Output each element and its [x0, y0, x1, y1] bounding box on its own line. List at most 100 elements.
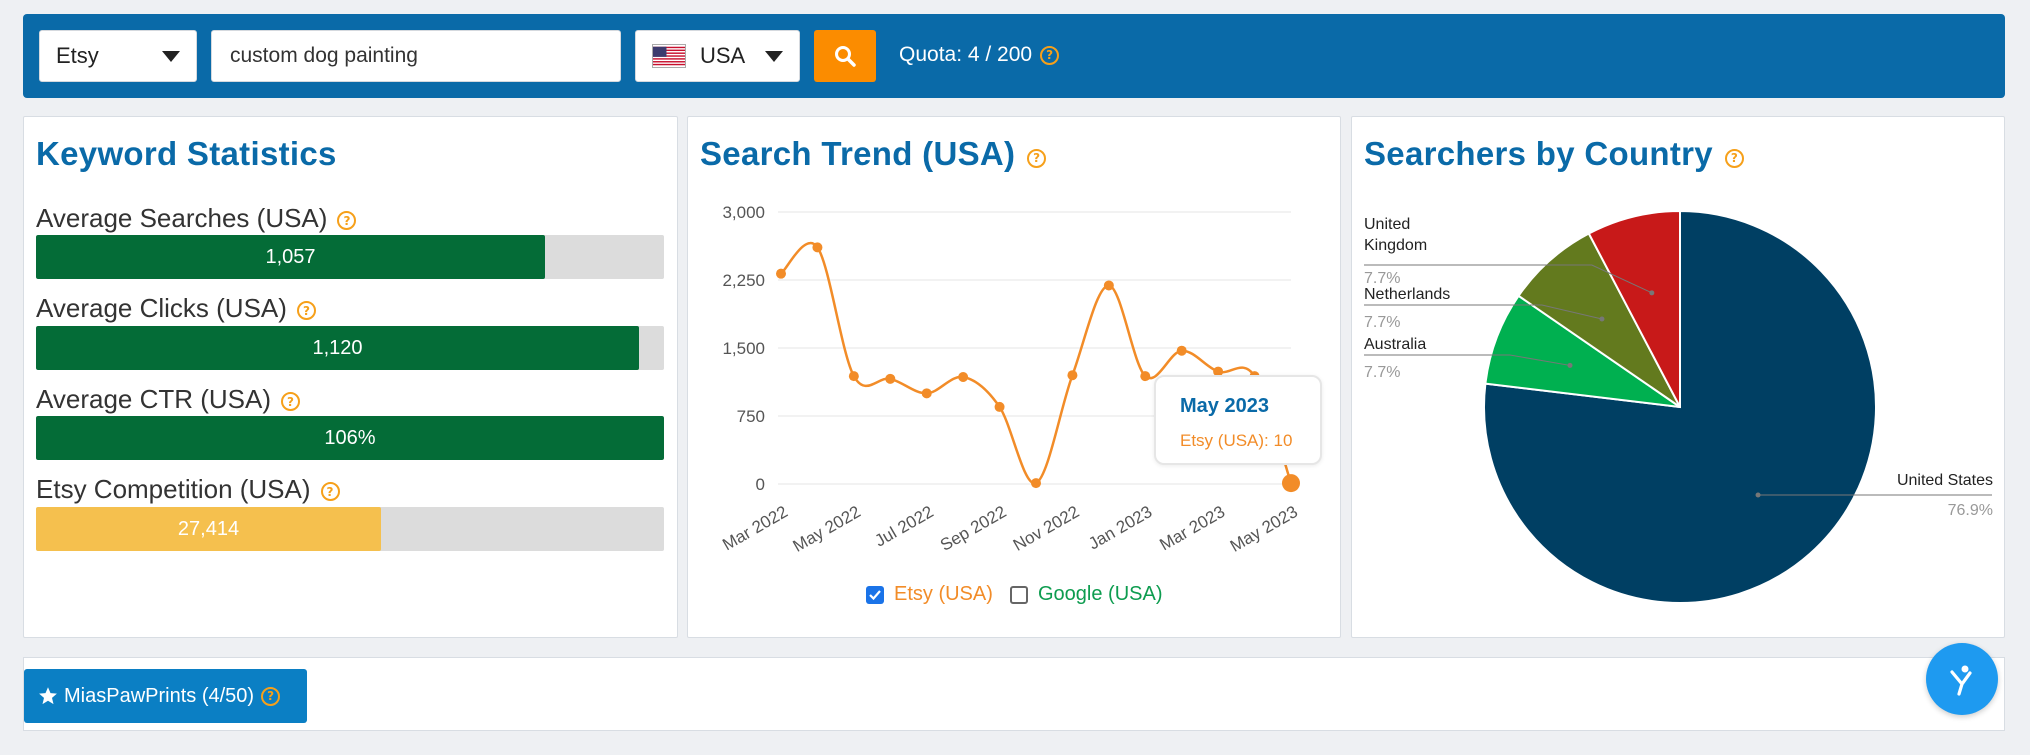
slice-label: United States: [1897, 472, 1993, 489]
slice-label: Netherlands: [1364, 286, 1450, 303]
keyword-search-input[interactable]: [211, 30, 621, 82]
shops-bar: MiasPawPrints (4/50) ?: [23, 657, 2005, 731]
series-line: [780, 242, 1293, 485]
average-clicks-bar: 1,120: [36, 326, 664, 370]
data-point: [1176, 345, 1187, 356]
platform-select-value: Etsy: [56, 43, 99, 68]
help-icon[interactable]: ?: [1724, 148, 1744, 168]
x-tick-label: Mar 2022: [719, 502, 791, 554]
panel-title-text: Searchers by Country: [1364, 135, 1713, 172]
pie-slice: [1587, 209, 1681, 408]
legend-item-google[interactable]: Google (USA): [1010, 583, 1163, 606]
average-clicks-label: Average Clicks (USA) ?: [36, 293, 316, 324]
shop-button-label: MiasPawPrints (4/50): [64, 684, 255, 707]
search-icon: [835, 46, 856, 67]
platform-select[interactable]: Etsy: [39, 30, 197, 82]
checkbox-unchecked-icon[interactable]: [1010, 585, 1028, 604]
legend-label: Etsy (USA): [894, 583, 993, 605]
tooltip-value: Etsy (USA): 10: [1180, 431, 1293, 450]
help-icon[interactable]: ?: [1027, 148, 1047, 168]
slice-label: United Kingdom: [1364, 216, 1427, 254]
average-ctr-label: Average CTR (USA) ?: [36, 384, 301, 415]
panel-title-text: Keyword Statistics: [36, 135, 337, 172]
searchers-by-country-panel: Searchers by Country ? United States 76.9…: [1351, 116, 2005, 638]
highlighted-point: [1282, 474, 1300, 493]
data-point: [776, 268, 786, 279]
chat-widget-button[interactable]: [1926, 643, 1998, 715]
stat-label-text: Average CTR (USA): [36, 384, 272, 414]
us-flag-icon: [652, 44, 686, 68]
slice-value: 76.9%: [1948, 502, 1993, 519]
chevron-down-icon: [162, 51, 180, 62]
chat-logo-icon: [1950, 665, 1972, 696]
etsy-competition-bar: 27,414: [36, 507, 664, 551]
search-bar: Etsy USA Quota: 4 / 200 ?: [23, 14, 2005, 98]
data-point: [1031, 478, 1041, 489]
label-leader-dot: [1567, 362, 1573, 368]
tooltip-title: May 2023: [1180, 395, 1269, 417]
quota-indicator: Quota: 4 / 200 ?: [899, 43, 1060, 67]
label-leader-dot: [1599, 316, 1605, 322]
bar-fill: [36, 416, 664, 460]
stat-label-text: Etsy Competition (USA): [36, 474, 311, 504]
etsy-competition-label: Etsy Competition (USA) ?: [36, 474, 340, 505]
help-icon[interactable]: ?: [296, 301, 316, 320]
country-pie-chart: United States76.9%Australia7.7%Netherlan…: [1364, 209, 1993, 604]
data-point: [921, 388, 932, 399]
x-tick-label: Sep 2022: [937, 502, 1010, 555]
average-searches-label: Average Searches (USA) ?: [36, 203, 357, 234]
y-tick-label: 750: [737, 407, 765, 426]
search-button[interactable]: [814, 30, 876, 82]
label-leader-dot: [1755, 492, 1761, 498]
y-tick-label: 3,000: [722, 203, 765, 222]
help-icon[interactable]: ?: [1040, 45, 1060, 65]
keyword-statistics-title: Keyword Statistics: [36, 135, 337, 173]
y-tick-label: 1,500: [722, 339, 765, 358]
etsy-competition-value: 27,414: [177, 518, 240, 540]
pie-slice: [1483, 209, 1877, 604]
x-tick-label: May 2022: [790, 502, 864, 556]
average-searches-bar: 1,057: [36, 235, 664, 279]
search-trend-title: Search Trend (USA) ?: [700, 135, 1047, 173]
help-icon[interactable]: ?: [261, 686, 281, 706]
stat-label-text: Average Searches (USA): [36, 203, 328, 233]
y-tick-label: 0: [756, 475, 765, 494]
star-icon: [39, 687, 57, 705]
stat-label-text: Average Clicks (USA): [36, 293, 287, 323]
data-point: [848, 371, 859, 382]
label-leader-dot: [1649, 290, 1655, 296]
bar-fill: [36, 326, 639, 370]
x-tick-label: Jul 2022: [872, 502, 937, 551]
slice-value: 7.7%: [1364, 270, 1400, 287]
shop-button[interactable]: MiasPawPrints (4/50) ?: [24, 669, 307, 723]
data-point: [1103, 280, 1114, 291]
help-icon[interactable]: ?: [337, 211, 357, 230]
slice-label: Australia: [1364, 336, 1426, 353]
label-leader-line: [1364, 354, 1571, 366]
slice-value: 7.7%: [1364, 314, 1400, 331]
data-point: [1213, 366, 1224, 377]
data-point: [812, 242, 823, 253]
bar-fill: [36, 507, 382, 551]
data-point: [1067, 370, 1078, 381]
help-icon[interactable]: ?: [281, 392, 301, 411]
pie-slice: [1484, 294, 1681, 408]
searchers-by-country-title: Searchers by Country ?: [1364, 135, 1744, 173]
checkbox-checked-icon[interactable]: [866, 585, 884, 604]
data-point: [885, 373, 896, 384]
country-select-value: USA: [700, 43, 746, 68]
keyword-statistics-panel: Keyword Statistics Average Searches (USA…: [23, 116, 678, 638]
x-tick-label: May 2023: [1227, 502, 1301, 556]
x-tick-label: Nov 2022: [1010, 502, 1083, 555]
help-icon[interactable]: ?: [320, 482, 340, 501]
x-tick-label: Jan 2023: [1085, 502, 1155, 553]
quota-text: Quota: 4 / 200: [899, 43, 1033, 66]
legend-item-etsy[interactable]: Etsy (USA): [866, 583, 993, 606]
pie-slice: [1517, 232, 1681, 408]
country-select[interactable]: USA: [635, 30, 800, 82]
label-leader-line: [1364, 264, 1653, 294]
average-ctr-bar: 106%: [36, 416, 664, 460]
average-clicks-value: 1,120: [312, 337, 363, 359]
average-searches-value: 1,057: [265, 246, 316, 268]
